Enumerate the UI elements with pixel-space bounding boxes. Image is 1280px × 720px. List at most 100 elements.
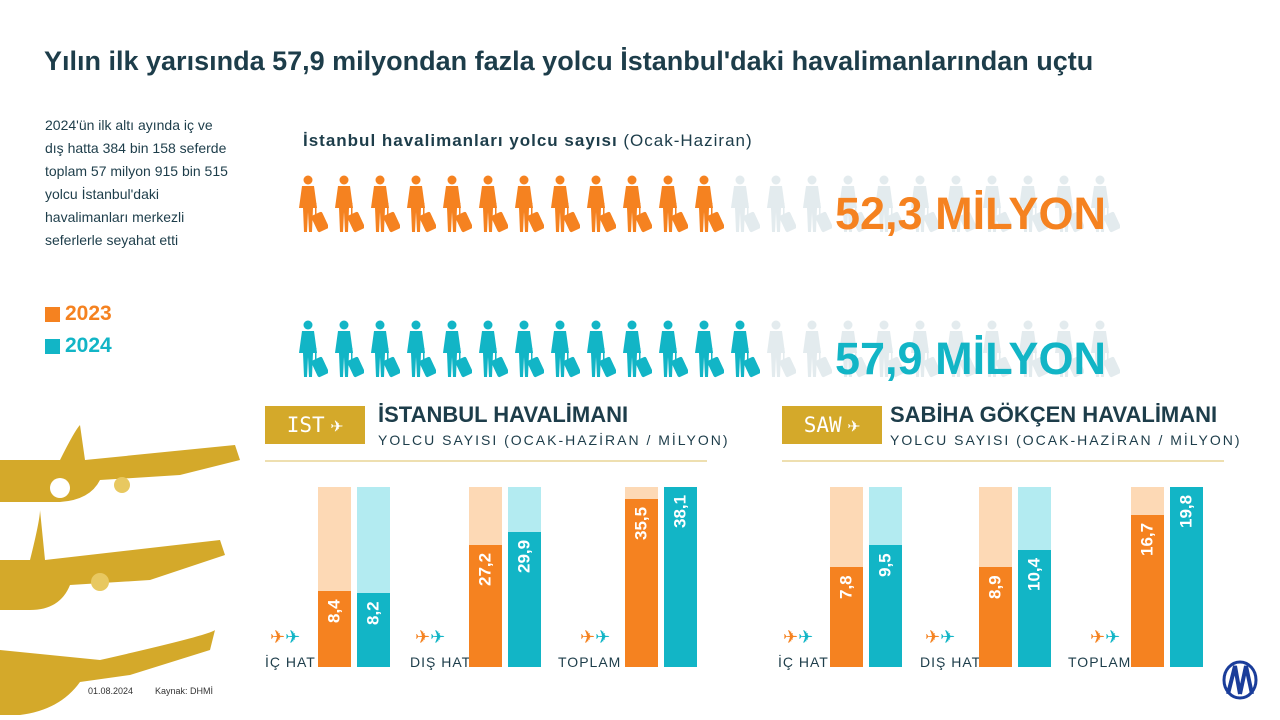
bar-2024: 9,5 (869, 544, 902, 667)
passenger-icon-empty (1090, 320, 1121, 380)
bar-2023: 35,5 (625, 499, 658, 667)
departure-plane-icon: ✈ (783, 627, 799, 647)
departure-plane-icon: ✈ (925, 627, 941, 647)
bar-value-label: 16,7 (1137, 523, 1157, 557)
category-label: DIŞ HAT (920, 654, 982, 670)
category-label: TOPLAM (558, 654, 622, 670)
departure-plane-icon: ✈ (580, 627, 596, 647)
bar-2023: 27,2 (469, 544, 502, 667)
bar-value-label: 27,2 (475, 552, 495, 586)
passenger-icon-empty (982, 175, 1013, 235)
passenger-icon-filled (406, 175, 437, 235)
plane-icon: ✈ (430, 627, 446, 647)
passenger-icon-filled (550, 320, 581, 380)
passenger-icon-filled (478, 175, 509, 235)
legend-2024: 2024 (45, 334, 112, 358)
passenger-icon-empty (802, 175, 833, 235)
departure-plane-icon: ✈ (415, 627, 431, 647)
airplane-icon: ✈ (847, 413, 861, 437)
passenger-icon-empty (766, 175, 797, 235)
page-title: Yılın ilk yarısında 57,9 milyondan fazla… (44, 46, 1094, 76)
summary-text: 2024'ün ilk altı ayında iç ve dış hatta … (45, 117, 228, 248)
plane-icon: ✈ (595, 627, 611, 647)
plane-icons: ✈✈ (783, 627, 813, 648)
airplane-illustrations (0, 425, 240, 715)
passenger-icon-filled (586, 320, 617, 380)
total-2024: 57,9 MİLYON (835, 333, 1106, 384)
plane-icon: ✈ (798, 627, 814, 647)
bar-value-label: 9,5 (875, 552, 895, 577)
passenger-icon-filled (658, 175, 689, 235)
plane-icon: ✈ (1105, 627, 1121, 647)
passenger-icon-empty (874, 175, 905, 235)
saw-subtitle: YOLCU SAYISI (OCAK-HAZİRAN / MİLYON) (890, 432, 1242, 448)
bar-2024: 19,8 (1170, 487, 1203, 667)
pictogram-row-2024 (298, 320, 1126, 380)
divider (782, 460, 1224, 462)
passenger-icon-filled (622, 320, 653, 380)
bar-value-label: 8,2 (363, 601, 383, 625)
passenger-icon-empty (1018, 175, 1049, 235)
category-label: DIŞ HAT (410, 654, 472, 670)
legend-swatch-2023 (45, 306, 60, 322)
bar-value-label: 19,8 (1176, 495, 1196, 529)
passenger-icon-filled (730, 320, 761, 380)
passenger-icon-filled (370, 320, 401, 380)
bar-2023: 8,9 (979, 566, 1012, 667)
airport-code: SAW (803, 413, 842, 437)
plane-icon: ✈ (940, 627, 956, 647)
bar-value-label: 8,4 (324, 599, 344, 624)
bar-2024: 10,4 (1018, 550, 1051, 667)
divider (265, 460, 707, 462)
passenger-icon-empty (874, 320, 905, 380)
bar-2023: 8,4 (318, 591, 351, 667)
passenger-icon-empty (838, 175, 869, 235)
passenger-icon-empty (982, 320, 1013, 380)
passenger-icon-empty (838, 320, 869, 380)
footer-date: 01.08.2024 (88, 686, 134, 696)
passenger-icon-filled (514, 175, 545, 235)
passenger-icon-empty (802, 320, 833, 380)
passenger-icon-empty (910, 320, 941, 380)
passenger-icon-empty (1090, 175, 1121, 235)
pictogram-title: İstanbul havalimanları yolcu sayısı (Oca… (303, 131, 753, 151)
bar-value-label: 7,8 (836, 574, 856, 599)
passenger-icon-filled (694, 320, 725, 380)
passenger-icon-filled (622, 175, 653, 235)
total-2023: 52,3 MİLYON (835, 188, 1106, 239)
legend-swatch-2024 (45, 338, 60, 354)
passenger-icon-empty (1054, 320, 1085, 380)
passenger-icon-empty (946, 320, 977, 380)
pictogram-row-2023 (298, 175, 1126, 235)
passenger-icon-filled (478, 320, 509, 380)
passenger-icon-filled (586, 175, 617, 235)
bar-2024: 29,9 (508, 532, 541, 667)
bar-2023: 7,8 (830, 566, 863, 667)
passenger-icon-empty (1054, 175, 1085, 235)
aa-logo (1222, 660, 1258, 700)
plane-icon: ✈ (285, 627, 301, 647)
passenger-icon-filled (514, 320, 545, 380)
bar-value-label: 29,9 (514, 540, 534, 574)
bar-2024: 38,1 (664, 487, 697, 667)
bar-value-label: 8,9 (985, 574, 1005, 599)
footer-source: Kaynak: DHMİ (155, 686, 214, 696)
passenger-icon-filled (658, 320, 689, 380)
bar-2023: 16,7 (1131, 515, 1164, 667)
airplane-icon: ✈ (330, 413, 344, 437)
plane-icons: ✈✈ (925, 627, 955, 648)
passenger-icon-empty (910, 175, 941, 235)
passenger-icon-empty (1018, 320, 1049, 380)
category-label: İÇ HAT (778, 654, 829, 670)
passenger-icon-filled (442, 175, 473, 235)
passenger-icon-filled (334, 175, 365, 235)
bar-value-label: 10,4 (1024, 558, 1044, 592)
bar-value-label: 35,5 (631, 507, 651, 541)
bar-value-label: 38,1 (670, 495, 690, 529)
bar-2024: 8,2 (357, 593, 390, 667)
legend-2023: 2023 (45, 302, 112, 326)
saw-title: SABİHA GÖKÇEN HAVALİMANI (890, 402, 1218, 427)
departure-plane-icon: ✈ (270, 627, 286, 647)
ist-title: İSTANBUL HAVALİMANI (378, 402, 629, 427)
passenger-icon-empty (730, 175, 761, 235)
